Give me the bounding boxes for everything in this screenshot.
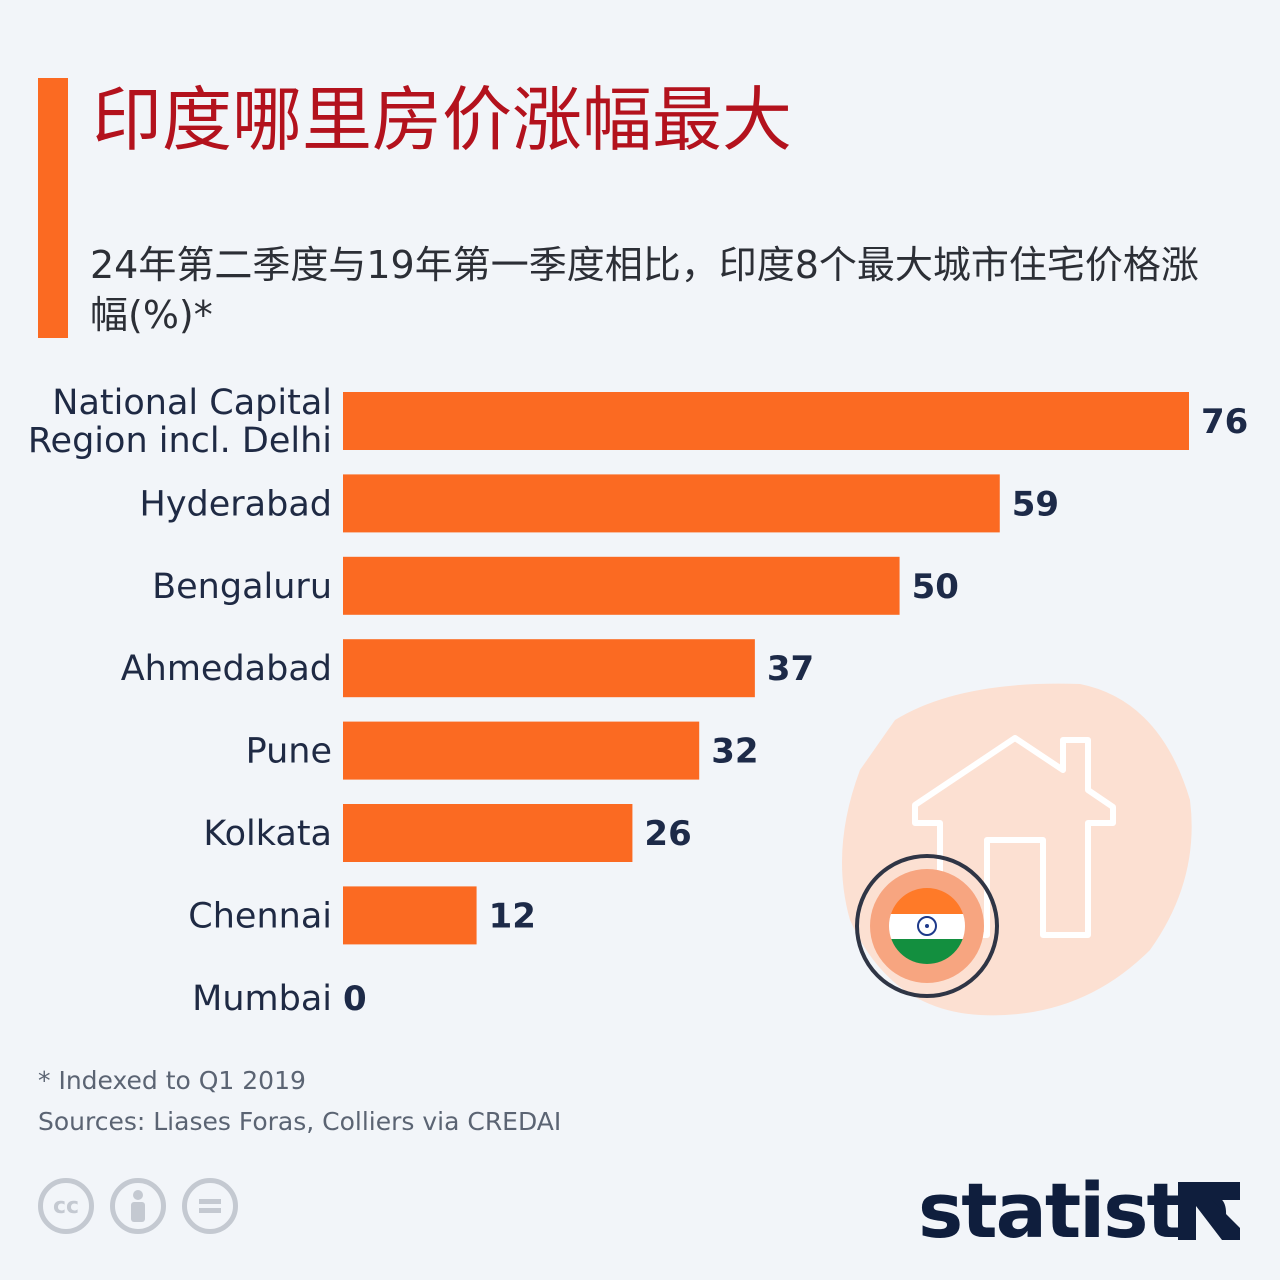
bar-3 — [343, 639, 755, 698]
footnote: * Indexed to Q1 2019 — [38, 1066, 306, 1095]
license-icons: cc — [38, 1178, 238, 1234]
value-label-7: 0 — [343, 979, 367, 1019]
category-label-0-0: National Capital — [52, 383, 332, 423]
bar-1 — [343, 474, 1000, 533]
bar-2 — [343, 556, 900, 615]
cc-icon[interactable]: cc — [38, 1178, 94, 1234]
statista-logo-icon — [1178, 1182, 1240, 1240]
value-label-0: 76 — [1201, 402, 1248, 442]
bar-6 — [343, 886, 477, 945]
category-label-1: Hyderabad — [140, 484, 333, 524]
by-icon[interactable] — [110, 1178, 166, 1234]
value-label-2: 50 — [912, 567, 959, 607]
value-label-3: 37 — [767, 649, 814, 689]
category-label-2: Bengaluru — [152, 567, 332, 607]
category-label-4: Pune — [246, 732, 332, 772]
flag-outer-ring — [855, 854, 999, 998]
category-label-7: Mumbai — [192, 979, 332, 1019]
category-label-3: Ahmedabad — [121, 649, 332, 689]
value-label-4: 32 — [711, 732, 758, 772]
category-label-5: Kolkata — [203, 814, 332, 854]
value-label-1: 59 — [1012, 484, 1059, 524]
house-illustration — [842, 683, 1192, 1016]
chart-subtitle: 24年第二季度与19年第一季度相比，印度8个最大城市住宅价格涨幅(%)* — [90, 243, 1199, 337]
category-label-0-1: Region incl. Delhi — [28, 421, 332, 461]
bar-4 — [343, 721, 700, 780]
bar-5 — [343, 804, 633, 862]
value-label-5: 26 — [644, 814, 691, 854]
nd-icon[interactable] — [182, 1178, 238, 1234]
value-label-6: 12 — [489, 896, 536, 936]
bar-0 — [343, 392, 1189, 450]
source-text: Sources: Liases Foras, Colliers via CRED… — [38, 1107, 562, 1136]
category-label-6: Chennai — [188, 896, 332, 936]
accent-bar — [38, 78, 68, 338]
chart-title: 印度哪里房价涨幅最大 — [92, 79, 792, 161]
